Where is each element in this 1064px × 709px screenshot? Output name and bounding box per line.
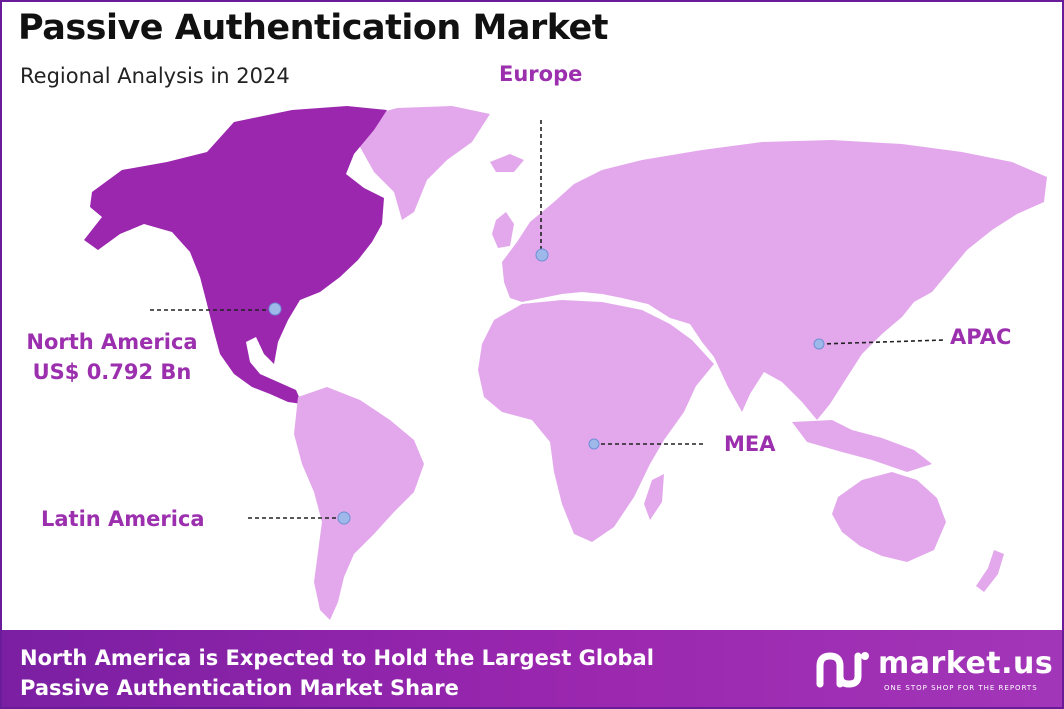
- south-america-shape: [294, 387, 424, 620]
- page-title: Passive Authentication Market: [18, 8, 609, 48]
- latin-america-marker: [337, 511, 351, 525]
- north-america-marker: [268, 302, 282, 316]
- north-america-label: North America US$ 0.792 Bn: [14, 327, 210, 387]
- page-subtitle: Regional Analysis in 2024: [20, 64, 290, 88]
- europe-label: Europe: [499, 62, 583, 86]
- iceland-shape: [490, 154, 524, 172]
- footer-banner: North America is Expected to Hold the La…: [2, 630, 1062, 707]
- apac-marker: [813, 338, 825, 350]
- footer-line-1: North America is Expected to Hold the La…: [20, 646, 654, 670]
- japan-shape: [878, 260, 906, 324]
- north-america-value: US$ 0.792 Bn: [32, 360, 192, 384]
- eurasia-shape: [502, 140, 1047, 420]
- europe-marker: [535, 248, 549, 262]
- greenland-shape: [354, 106, 490, 220]
- se-asia-islands-shape: [792, 420, 932, 472]
- latin-america-label: Latin America: [41, 507, 205, 531]
- madagascar-shape: [644, 474, 664, 520]
- mea-marker: [588, 438, 600, 450]
- footer-line-2: Passive Authentication Market Share: [20, 676, 459, 700]
- brand-name: market.us: [878, 646, 1054, 681]
- brand-block: market.us ONE STOP SHOP FOR THE REPORTS: [814, 646, 1054, 694]
- uk-shape: [492, 212, 514, 248]
- mea-label: MEA: [724, 432, 776, 456]
- north-america-shape: [84, 106, 387, 404]
- footer-headline: North America is Expected to Hold the La…: [20, 643, 654, 703]
- australia-shape: [832, 472, 946, 562]
- africa-shape: [478, 300, 714, 542]
- brand-tagline: ONE STOP SHOP FOR THE REPORTS: [884, 684, 1038, 692]
- market-us-logo-icon: [816, 652, 869, 688]
- apac-label: APAC: [950, 325, 1012, 349]
- north-america-name: North America: [26, 330, 198, 354]
- world-map: [84, 106, 1047, 620]
- new-zealand-shape: [976, 550, 1004, 592]
